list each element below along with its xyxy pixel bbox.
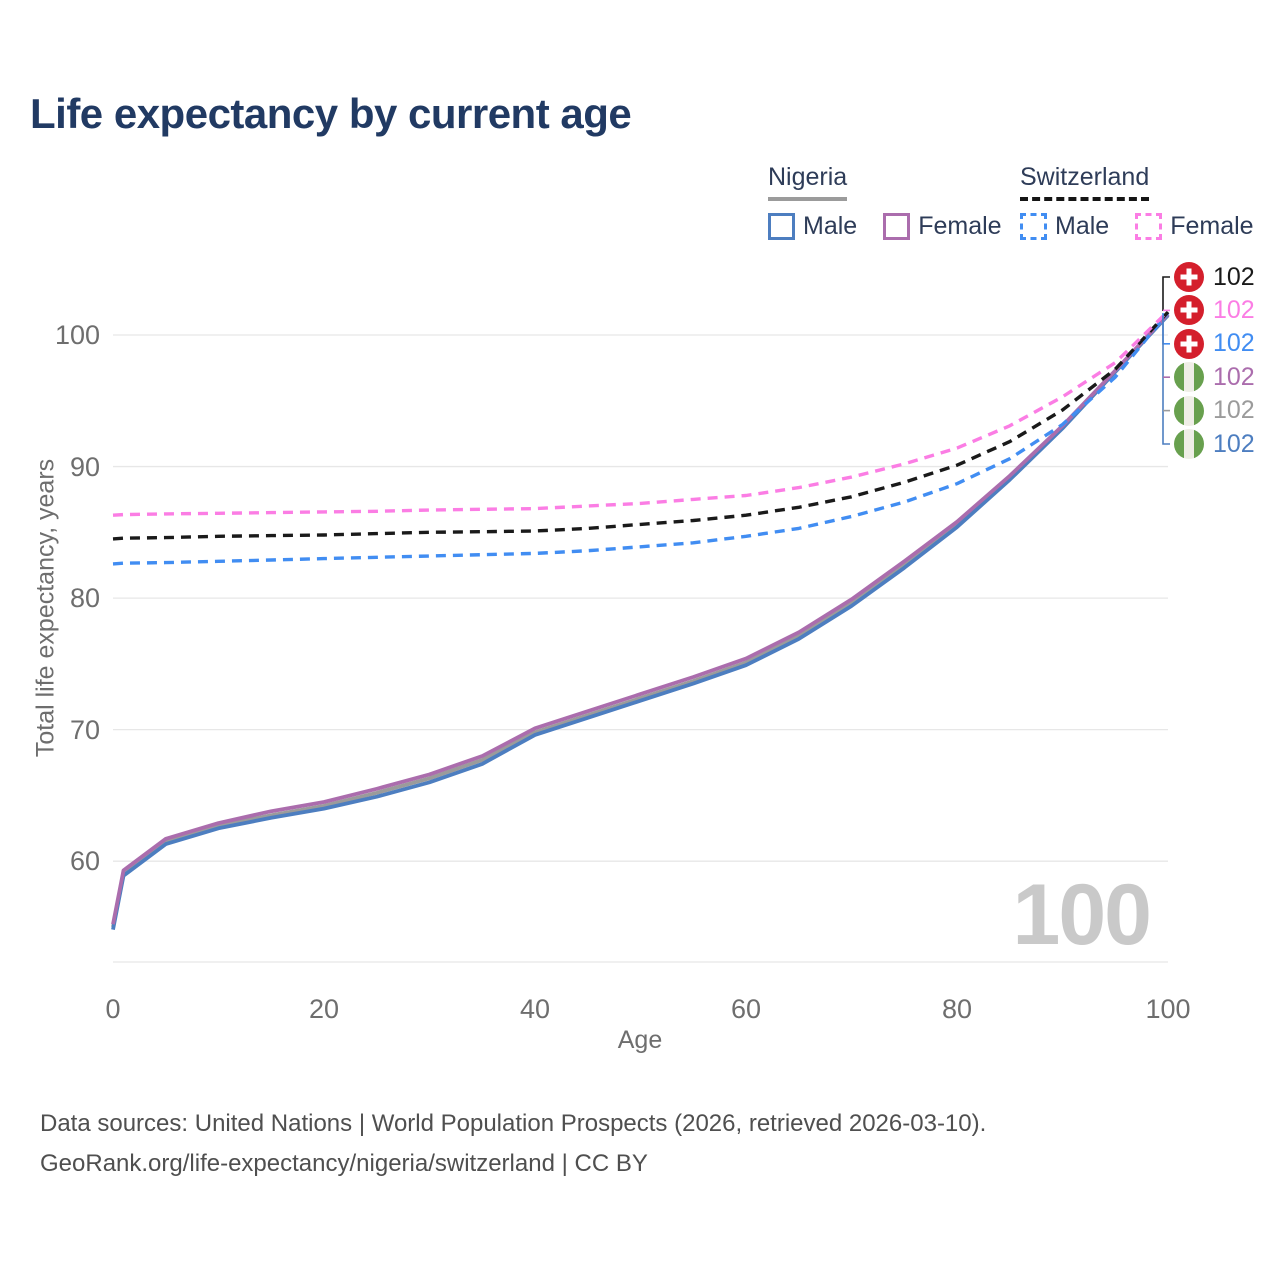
end-label-value: 102	[1213, 429, 1255, 458]
end-label-row-switzerland: 102	[1174, 262, 1255, 292]
end-label-value: 102	[1213, 396, 1255, 425]
y-tick-label: 60	[69, 846, 100, 877]
switzerland-flag-icon	[1174, 295, 1204, 326]
switzerland-male-swatch-icon	[1020, 213, 1047, 240]
x-tick-label: 0	[105, 994, 121, 1024]
end-label-row-nigeria: 102	[1174, 429, 1255, 459]
switzerland-flag-icon	[1174, 262, 1204, 292]
end-label-row-nigeria: 102	[1174, 362, 1255, 393]
y-tick-label: 100	[54, 320, 100, 350]
series-line-nigeria-male[interactable]	[111, 314, 1170, 930]
legend-country-nigeria[interactable]: Nigeria	[768, 163, 848, 201]
end-label-row-switzerland: 102	[1174, 295, 1255, 326]
legend-item-label: Female	[1170, 212, 1254, 240]
legend-group-switzerland: Switzerland Male Female	[1020, 163, 1254, 241]
attribution-line: GeoRank.org/life-expectancy/nigeria/swit…	[40, 1150, 648, 1177]
legend-item-nigeria-female[interactable]: Female	[883, 212, 1002, 241]
end-label-row-switzerland: 102	[1174, 328, 1255, 359]
end-label-row-nigeria: 102	[1174, 395, 1255, 426]
y-tick-label: 90	[69, 451, 100, 482]
end-label-value: 102	[1213, 329, 1255, 358]
nigeria-female-swatch-icon	[883, 213, 911, 240]
legend-group-nigeria: Nigeria Male Female	[768, 163, 1002, 241]
legend-item-switzerland-female[interactable]: Female	[1135, 212, 1254, 241]
x-tick-label: 80	[941, 994, 973, 1024]
series-line-switzerland-total[interactable]	[112, 310, 1170, 541]
x-tick-label: 60	[730, 994, 762, 1024]
nigeria-male-swatch-icon	[768, 213, 795, 240]
end-label-value: 102	[1213, 262, 1255, 291]
nigeria-flag-icon	[1174, 395, 1204, 426]
nigeria-flag-icon	[1174, 362, 1204, 393]
x-tick-label: 40	[519, 994, 551, 1024]
leader-nigeria-male	[1162, 316, 1170, 445]
life-expectancy-chart	[111, 276, 1170, 963]
series-line-nigeria-female[interactable]	[111, 312, 1170, 925]
legend-item-switzerland-male[interactable]: Male	[1020, 212, 1109, 241]
nigeria-flag-icon	[1174, 429, 1204, 459]
series-line-switzerland-female[interactable]	[112, 310, 1170, 517]
series-line-switzerland-male[interactable]	[112, 311, 1170, 566]
end-label-value: 102	[1213, 362, 1255, 391]
legend-country-switzerland[interactable]: Switzerland	[1020, 163, 1150, 201]
legend-item-label: Male	[803, 212, 858, 240]
legend-item-label: Female	[918, 212, 1002, 240]
legend-item-nigeria-male[interactable]: Male	[768, 212, 857, 241]
y-tick-label: 70	[69, 714, 100, 745]
data-sources-line: Data sources: United Nations | World Pop…	[40, 1110, 987, 1137]
end-label-value: 102	[1213, 295, 1255, 324]
switzerland-flag-icon	[1174, 328, 1204, 359]
x-tick-label: 100	[1145, 994, 1191, 1024]
x-axis-title: Age	[617, 1026, 663, 1054]
series-line-nigeria-total[interactable]	[111, 313, 1170, 928]
watermark-age-readout: 100	[1012, 867, 1152, 963]
y-tick-label: 80	[69, 583, 100, 614]
x-tick-label: 20	[308, 994, 340, 1024]
switzerland-female-swatch-icon	[1135, 213, 1163, 240]
leader-switzerland-total	[1162, 276, 1170, 311]
legend-item-label: Male	[1055, 212, 1110, 240]
page-title: Life expectancy by current age	[30, 90, 632, 137]
